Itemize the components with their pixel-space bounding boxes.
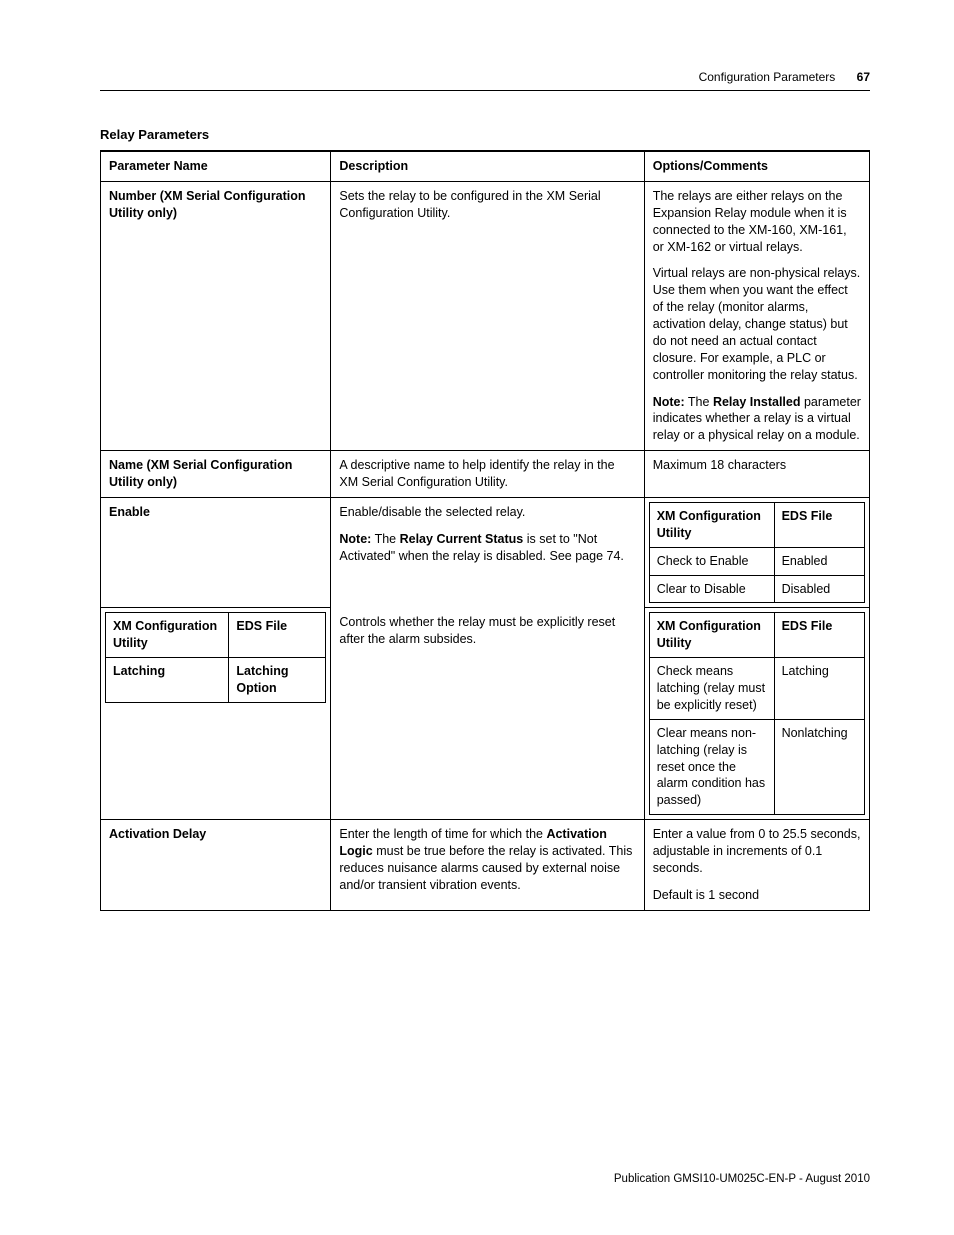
cell-activation-param: Activation Delay bbox=[101, 820, 331, 911]
section-title: Relay Parameters bbox=[100, 127, 870, 142]
cell-enable-param: Enable bbox=[101, 497, 331, 608]
latch-opt-h2: EDS File bbox=[774, 613, 864, 658]
cell-enable-opts: XM Configuration Utility EDS File Check … bbox=[644, 497, 869, 608]
latch-opt-r2c1: Clear means non-latching (relay is reset… bbox=[649, 719, 774, 814]
inner-row: Latching Latching Option bbox=[106, 658, 326, 703]
enable-inner-h2: EDS File bbox=[774, 502, 864, 547]
cell-latching-desc: Controls whether the relay must be expli… bbox=[331, 608, 644, 820]
chapter-title: Configuration Parameters bbox=[699, 70, 836, 84]
row-latching: XM Configuration Utility EDS File Latchi… bbox=[101, 608, 870, 820]
latch-opt-r2c2: Nonlatching bbox=[774, 719, 864, 814]
col-header-description: Description bbox=[331, 151, 644, 181]
row-activation-delay: Activation Delay Enter the length of tim… bbox=[101, 820, 870, 911]
cell-latching-param: XM Configuration Utility EDS File Latchi… bbox=[101, 608, 331, 820]
enable-desc-note: Note: The Relay Current Status is set to… bbox=[339, 531, 635, 565]
cell-name-opts: Maximum 18 characters bbox=[644, 451, 869, 498]
note-bold: Relay Installed bbox=[713, 395, 801, 409]
row-name: Name (XM Serial Configuration Utility on… bbox=[101, 451, 870, 498]
note-label: Note: bbox=[653, 395, 685, 409]
inner-header-row: XM Configuration Utility EDS File bbox=[649, 502, 864, 547]
latch-param-h2: EDS File bbox=[229, 613, 326, 658]
enable-r2c2: Disabled bbox=[774, 575, 864, 603]
latch-param-r1c1: Latching bbox=[106, 658, 229, 703]
note-bold: Relay Current Status bbox=[400, 532, 524, 546]
header-rule bbox=[100, 90, 870, 91]
note-label: Note: bbox=[339, 532, 371, 546]
page-header: Configuration Parameters 67 bbox=[100, 70, 870, 90]
cell-latching-opts: XM Configuration Utility EDS File Check … bbox=[644, 608, 869, 820]
cell-activation-desc: Enter the length of time for which the A… bbox=[331, 820, 644, 911]
table-header-row: Parameter Name Description Options/Comme… bbox=[101, 151, 870, 181]
enable-r1c2: Enabled bbox=[774, 547, 864, 575]
cell-name-desc: A descriptive name to help identify the … bbox=[331, 451, 644, 498]
inner-header-row: XM Configuration Utility EDS File bbox=[106, 613, 326, 658]
enable-r2c1: Clear to Disable bbox=[649, 575, 774, 603]
col-header-parameter: Parameter Name bbox=[101, 151, 331, 181]
latch-opt-r1c1: Check means latching (relay must be expl… bbox=[649, 658, 774, 720]
enable-inner-h1: XM Configuration Utility bbox=[649, 502, 774, 547]
cell-number-param: Number (XM Serial Configuration Utility … bbox=[101, 181, 331, 450]
row-enable: Enable Enable/disable the selected relay… bbox=[101, 497, 870, 608]
cell-number-opts: The relays are either relays on the Expa… bbox=[644, 181, 869, 450]
activation-opt-p1: Enter a value from 0 to 25.5 seconds, ad… bbox=[653, 826, 861, 877]
note-pre: The bbox=[371, 532, 399, 546]
latch-opt-r1c2: Latching bbox=[774, 658, 864, 720]
activation-desc-pre: Enter the length of time for which the bbox=[339, 827, 546, 841]
page-number: 67 bbox=[857, 70, 870, 84]
col-header-options: Options/Comments bbox=[644, 151, 869, 181]
enable-desc-p1: Enable/disable the selected relay. bbox=[339, 504, 635, 521]
inner-header-row: XM Configuration Utility EDS File bbox=[649, 613, 864, 658]
enable-inner-table: XM Configuration Utility EDS File Check … bbox=[649, 502, 865, 604]
cell-activation-opts: Enter a value from 0 to 25.5 seconds, ad… bbox=[644, 820, 869, 911]
activation-desc-post: must be true before the relay is activat… bbox=[339, 844, 632, 892]
number-opt-p1: The relays are either relays on the Expa… bbox=[653, 188, 861, 256]
latch-param-h1: XM Configuration Utility bbox=[106, 613, 229, 658]
inner-row: Clear to Disable Disabled bbox=[649, 575, 864, 603]
inner-row: Clear means non-latching (relay is reset… bbox=[649, 719, 864, 814]
inner-row: Check to Enable Enabled bbox=[649, 547, 864, 575]
latching-param-inner-table: XM Configuration Utility EDS File Latchi… bbox=[105, 612, 326, 703]
note-pre: The bbox=[685, 395, 713, 409]
cell-number-desc: Sets the relay to be configured in the X… bbox=[331, 181, 644, 450]
latching-opt-inner-table: XM Configuration Utility EDS File Check … bbox=[649, 612, 865, 815]
inner-row: Check means latching (relay must be expl… bbox=[649, 658, 864, 720]
enable-r1c1: Check to Enable bbox=[649, 547, 774, 575]
page-footer: Publication GMSI10-UM025C-EN-P - August … bbox=[614, 1173, 870, 1185]
number-opt-p2: Virtual relays are non-physical relays. … bbox=[653, 265, 861, 383]
number-opt-note: Note: The Relay Installed parameter indi… bbox=[653, 394, 861, 445]
cell-name-param: Name (XM Serial Configuration Utility on… bbox=[101, 451, 331, 498]
latch-param-r1c2: Latching Option bbox=[229, 658, 326, 703]
cell-enable-desc: Enable/disable the selected relay. Note:… bbox=[331, 497, 644, 608]
page-container: Configuration Parameters 67 Relay Parame… bbox=[0, 0, 954, 1235]
latch-opt-h1: XM Configuration Utility bbox=[649, 613, 774, 658]
relay-parameters-table: Parameter Name Description Options/Comme… bbox=[100, 150, 870, 911]
row-number: Number (XM Serial Configuration Utility … bbox=[101, 181, 870, 450]
activation-opt-p2: Default is 1 second bbox=[653, 887, 861, 904]
